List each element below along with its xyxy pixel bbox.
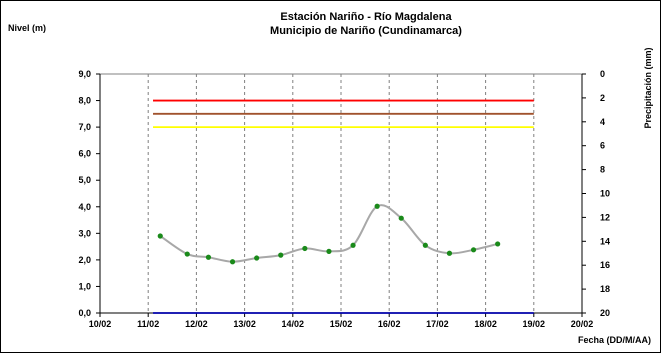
y2-tick-label: 4 [600, 117, 605, 127]
chart-subtitle: Municipio de Nariño (Cundinamarca) [270, 25, 462, 37]
y-tick-label: 1,0 [78, 281, 91, 291]
y-tick-label: 4,0 [78, 202, 91, 212]
y2-tick-label: 10 [600, 189, 610, 199]
data-point [495, 241, 501, 247]
x-axis-title: Fecha (DD/M/AA) [578, 335, 651, 345]
tick-labels: 10/02 11/02 12/02 13/02 14/02 15/02 16/02 17/02… [78, 69, 610, 329]
chart-title: Estación Nariño - Río Magdalena [280, 11, 452, 23]
data-point [374, 203, 380, 209]
data-point [422, 242, 428, 248]
x-tick-label: 14/02 [282, 319, 305, 329]
series-layer [153, 99, 534, 314]
y-tick-label: 7,0 [78, 122, 91, 132]
data-point [326, 248, 332, 254]
data-point [205, 254, 212, 260]
plot-area [99, 73, 583, 314]
x-tick-label: 10/02 [89, 319, 112, 329]
data-point [470, 247, 477, 253]
x-tick-label: 16/02 [378, 319, 401, 329]
data-point [398, 215, 404, 221]
gridlines [147, 74, 535, 313]
y-tick-label: 0,0 [78, 308, 91, 318]
y2-tick-label: 14 [600, 236, 610, 246]
y-tick-label: 9,0 [78, 69, 91, 79]
y2-tick-label: 16 [600, 260, 610, 270]
y-tick-label: 8,0 [78, 96, 91, 106]
y2-tick-label: 12 [600, 212, 610, 222]
y-tick-label: 2,0 [78, 255, 91, 265]
y2-tick-label: 6 [600, 141, 605, 151]
data-point [302, 245, 308, 252]
y2-axis-title: Precipitación (mm) [643, 47, 653, 128]
y-axis-title: Nivel (m) [8, 23, 46, 33]
x-tick-label: 19/02 [523, 319, 546, 329]
data-point [184, 251, 190, 257]
y-tick-label: 5,0 [78, 175, 91, 185]
data-point [254, 255, 260, 261]
x-tick-label: 18/02 [474, 319, 497, 329]
x-tick-label: 11/02 [137, 319, 159, 329]
data-point [446, 250, 453, 256]
x-tick-label: 13/02 [233, 319, 256, 329]
y-tick-label: 6,0 [78, 149, 91, 159]
y-tick-label: 3,0 [78, 228, 91, 238]
x-tick-label: 17/02 [426, 319, 449, 329]
data-point [350, 242, 356, 248]
data-point [229, 259, 236, 265]
y2-tick-label: 20 [600, 308, 610, 318]
data-point [157, 233, 163, 239]
y2-tick-label: 2 [600, 93, 605, 103]
y2-tick-label: 0 [600, 69, 605, 79]
x-tick-label: 12/02 [185, 319, 208, 329]
y2-tick-label: 18 [600, 284, 610, 294]
data-point [278, 252, 284, 258]
x-tick-label: 15/02 [330, 319, 353, 329]
x-tick-label: 20/02 [571, 319, 594, 329]
y2-tick-label: 8 [600, 165, 605, 175]
